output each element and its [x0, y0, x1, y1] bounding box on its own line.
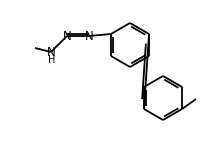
- Text: N: N: [62, 29, 71, 42]
- Text: N: N: [46, 46, 55, 58]
- Text: N: N: [84, 29, 93, 42]
- Text: H: H: [48, 55, 55, 65]
